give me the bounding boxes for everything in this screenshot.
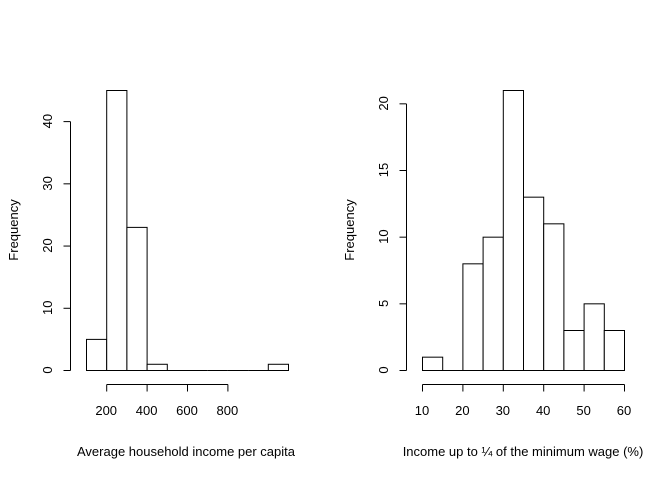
histogram-bar — [462, 263, 484, 372]
x-axis-label: Income up to ¼ of the minimum wage (%) — [403, 444, 644, 459]
x-axis-label: Average household income per capita — [77, 444, 296, 459]
histogram-income-quarter-minimum-wage: 10 20 30 40 50 60 0 5 10 15 20 Income up to ¼ of th… — [342, 90, 644, 459]
y-axis-label: Frequency — [342, 199, 357, 261]
histogram-bar — [422, 356, 444, 371]
x-tick-label: 200 — [95, 403, 117, 418]
y-tick-label: 20 — [40, 238, 55, 252]
y-tick-label: 20 — [376, 96, 391, 110]
x-tick-label: 60 — [617, 403, 631, 418]
y-tick-label: 10 — [376, 229, 391, 243]
y-tick-label: 10 — [40, 301, 55, 315]
x-tick-label: 40 — [536, 403, 550, 418]
histogram-bar — [543, 223, 565, 371]
histogram-bar — [482, 236, 504, 371]
y-tick-label: 30 — [40, 176, 55, 190]
histogram-bar — [267, 363, 289, 371]
y-tick-label: 0 — [40, 366, 55, 373]
y-axis-label: Frequency — [6, 199, 21, 261]
histogram-bar — [563, 330, 585, 371]
histogram-bar — [126, 226, 148, 371]
histogram-bar — [106, 90, 128, 371]
y-tick-label: 0 — [376, 366, 391, 373]
y-tick-label: 5 — [376, 300, 391, 307]
x-tick-label: 20 — [455, 403, 469, 418]
histogram-bar — [502, 90, 524, 371]
x-tick-label: 600 — [176, 403, 198, 418]
x-tick-label: 10 — [415, 403, 429, 418]
histogram-bar — [86, 338, 108, 371]
x-tick-label: 30 — [496, 403, 510, 418]
histogram-bar — [603, 330, 625, 371]
histogram-bar — [583, 303, 605, 372]
x-tick-label: 400 — [136, 403, 158, 418]
histogram-bar — [523, 196, 545, 371]
y-tick-label: 15 — [376, 163, 391, 177]
x-tick-label: 50 — [576, 403, 590, 418]
histogram-bar — [146, 363, 168, 371]
y-tick-label: 40 — [40, 114, 55, 128]
histogram-average-household-income: 200 400 600 800 0 10 20 30 40 Average household i… — [6, 90, 296, 459]
x-tick-label: 800 — [217, 403, 239, 418]
